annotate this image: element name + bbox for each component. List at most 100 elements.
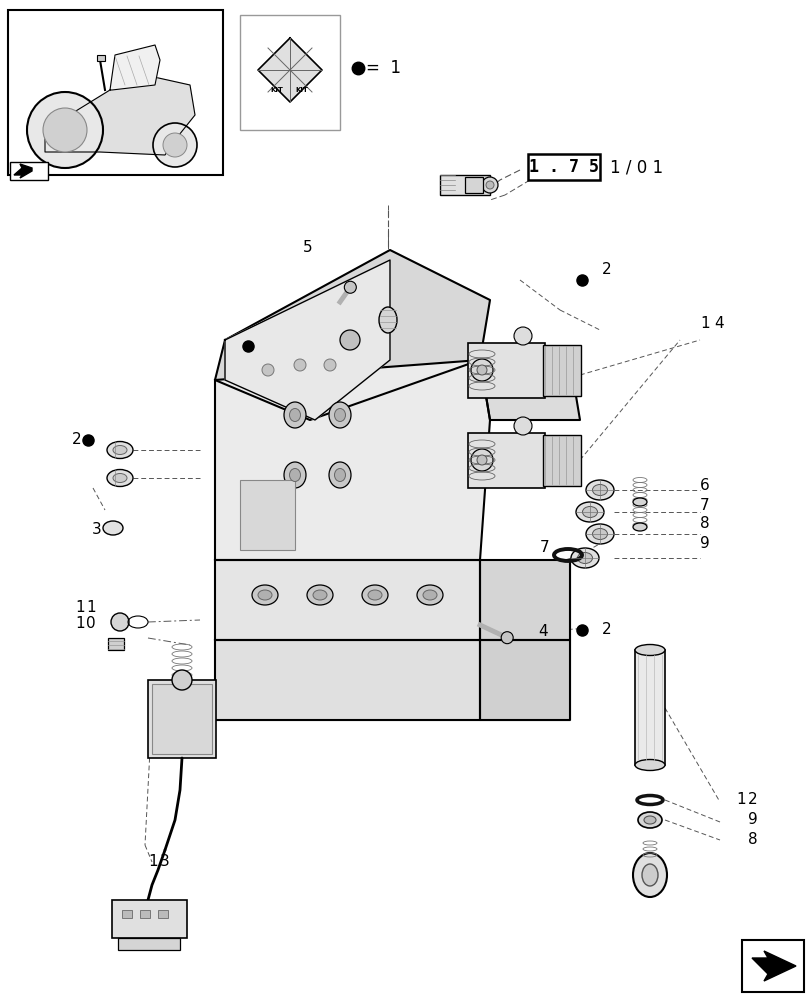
Circle shape xyxy=(324,359,336,371)
Ellipse shape xyxy=(581,506,597,518)
Bar xyxy=(543,435,581,486)
Text: 1: 1 xyxy=(699,316,709,330)
Ellipse shape xyxy=(328,402,350,428)
Ellipse shape xyxy=(643,816,655,824)
Bar xyxy=(108,638,124,650)
Polygon shape xyxy=(14,164,32,178)
Text: 0: 0 xyxy=(86,616,96,632)
Ellipse shape xyxy=(334,468,345,482)
Ellipse shape xyxy=(367,590,381,600)
Text: 8: 8 xyxy=(699,516,709,532)
Ellipse shape xyxy=(642,864,657,886)
Bar xyxy=(440,175,489,195)
Ellipse shape xyxy=(107,470,133,487)
Circle shape xyxy=(500,632,513,644)
Ellipse shape xyxy=(637,812,661,828)
Text: 7: 7 xyxy=(539,540,549,556)
Circle shape xyxy=(262,364,273,376)
Text: KIT: KIT xyxy=(270,87,283,93)
Bar xyxy=(741,940,803,992)
Bar xyxy=(158,910,168,918)
Bar xyxy=(240,15,340,130)
Bar xyxy=(467,343,544,398)
Bar xyxy=(467,433,544,488)
Polygon shape xyxy=(479,640,569,720)
Text: 1 . 7 5: 1 . 7 5 xyxy=(528,158,599,176)
Polygon shape xyxy=(45,75,195,155)
Ellipse shape xyxy=(575,502,603,522)
Circle shape xyxy=(470,359,492,381)
Text: 2: 2 xyxy=(601,262,611,277)
Circle shape xyxy=(476,365,487,375)
Text: 3: 3 xyxy=(160,854,169,869)
Bar xyxy=(634,650,664,765)
Text: 6: 6 xyxy=(699,479,709,493)
Polygon shape xyxy=(215,560,479,640)
Circle shape xyxy=(344,281,356,293)
Bar xyxy=(148,680,216,758)
Bar xyxy=(10,162,48,180)
Polygon shape xyxy=(258,38,322,102)
Bar xyxy=(139,910,150,918)
Bar xyxy=(118,938,180,950)
Ellipse shape xyxy=(258,590,272,600)
Circle shape xyxy=(482,177,497,193)
Circle shape xyxy=(486,181,493,189)
Circle shape xyxy=(476,455,487,465)
Ellipse shape xyxy=(290,468,300,482)
Ellipse shape xyxy=(586,480,613,500)
Polygon shape xyxy=(751,951,795,981)
Text: 1: 1 xyxy=(86,600,96,615)
Ellipse shape xyxy=(592,528,607,540)
Ellipse shape xyxy=(423,590,436,600)
Text: 1: 1 xyxy=(735,792,744,807)
Text: 1: 1 xyxy=(148,854,157,869)
Text: 9: 9 xyxy=(699,536,709,552)
Ellipse shape xyxy=(328,462,350,488)
Bar xyxy=(97,55,105,61)
Ellipse shape xyxy=(290,408,300,422)
Circle shape xyxy=(27,92,103,168)
Ellipse shape xyxy=(362,585,388,605)
Circle shape xyxy=(111,613,129,631)
Text: 3: 3 xyxy=(92,522,101,538)
Ellipse shape xyxy=(577,552,592,564)
Text: 4: 4 xyxy=(713,316,723,330)
Bar xyxy=(527,154,599,180)
Ellipse shape xyxy=(633,853,666,897)
Circle shape xyxy=(340,330,359,350)
Ellipse shape xyxy=(633,498,646,506)
Polygon shape xyxy=(215,250,489,420)
Circle shape xyxy=(294,359,306,371)
Circle shape xyxy=(513,417,531,435)
Text: 2: 2 xyxy=(601,622,611,638)
Bar xyxy=(8,10,223,175)
Polygon shape xyxy=(215,360,489,560)
Bar xyxy=(543,345,581,396)
Ellipse shape xyxy=(379,307,397,333)
Text: 1: 1 xyxy=(75,600,84,615)
Polygon shape xyxy=(225,260,389,420)
Ellipse shape xyxy=(113,474,127,483)
Circle shape xyxy=(513,327,531,345)
Ellipse shape xyxy=(307,585,333,605)
Ellipse shape xyxy=(103,521,122,535)
Circle shape xyxy=(43,108,87,152)
Bar xyxy=(152,684,212,754)
Ellipse shape xyxy=(570,548,599,568)
Polygon shape xyxy=(479,360,579,420)
Circle shape xyxy=(172,670,191,690)
Text: 5: 5 xyxy=(303,240,312,255)
Ellipse shape xyxy=(107,442,133,458)
Text: 1: 1 xyxy=(75,616,84,632)
Ellipse shape xyxy=(592,485,607,495)
Text: 9: 9 xyxy=(747,812,757,827)
Circle shape xyxy=(470,449,492,471)
Polygon shape xyxy=(215,640,479,720)
Circle shape xyxy=(163,133,187,157)
Ellipse shape xyxy=(633,523,646,531)
Polygon shape xyxy=(479,560,569,640)
Bar xyxy=(465,177,483,193)
Ellipse shape xyxy=(284,402,306,428)
Ellipse shape xyxy=(417,585,443,605)
